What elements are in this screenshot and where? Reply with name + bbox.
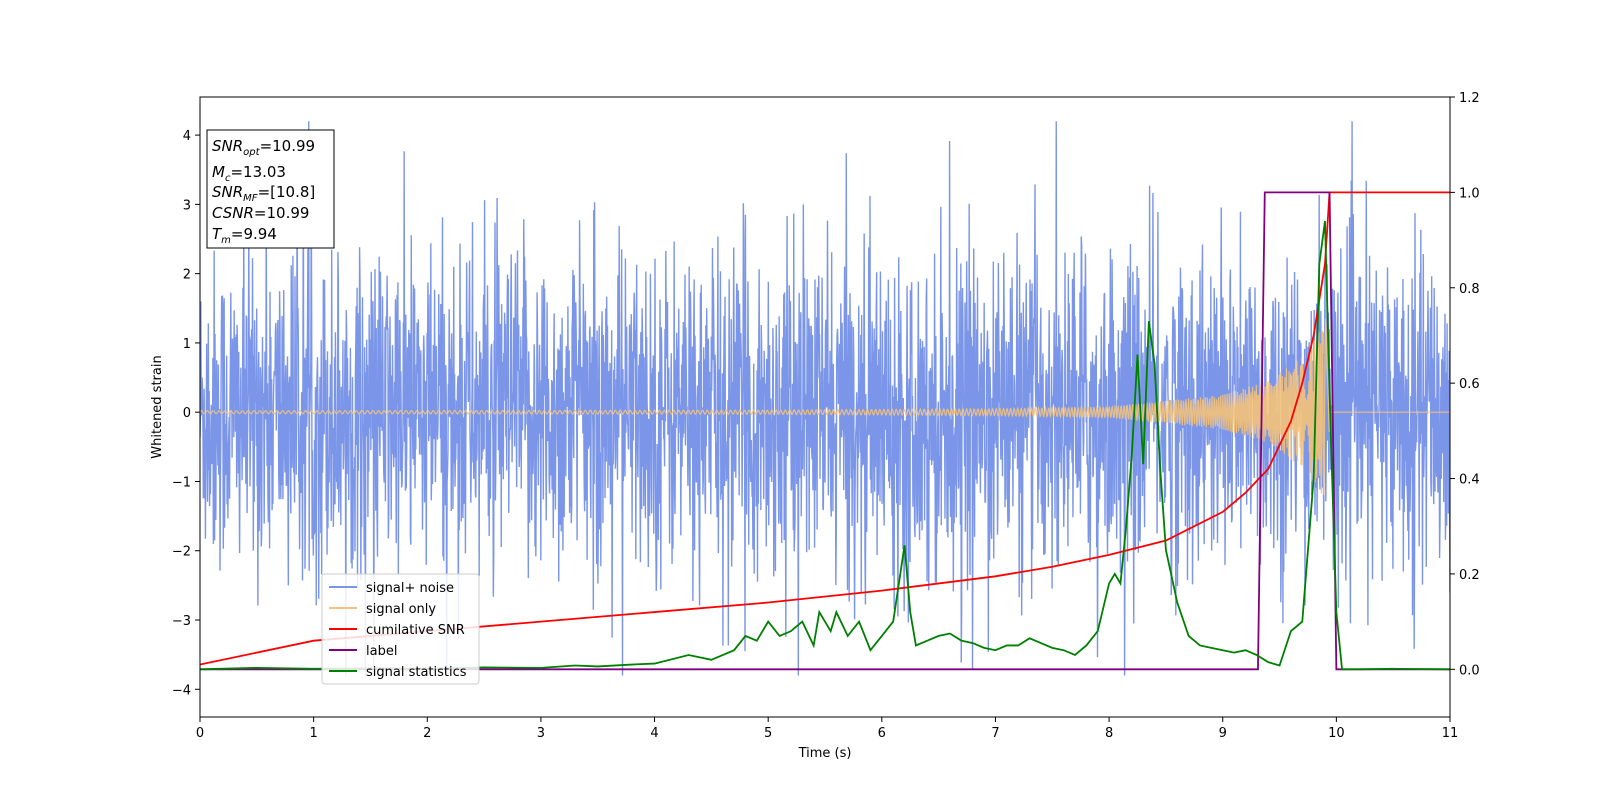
series-signal-noise xyxy=(200,121,1450,676)
y-tick-label: 1 xyxy=(183,337,191,352)
x-tick-label: 8 xyxy=(1105,726,1113,741)
info-line: CSNR=10.99 xyxy=(212,204,309,222)
series-layer xyxy=(200,121,1450,676)
x-tick-label: 11 xyxy=(1442,726,1459,741)
x-tick-label: 5 xyxy=(764,726,772,741)
x-tick-label: 7 xyxy=(991,726,999,741)
info-box-frame xyxy=(206,129,335,249)
legend-entry: cumilative SNR xyxy=(366,623,465,638)
legend-entry: signal statistics xyxy=(366,665,467,680)
y-tick-label: −4 xyxy=(172,683,191,698)
x-axis-label: Time (s) xyxy=(798,746,852,761)
y2-tick-label: 0.0 xyxy=(1459,663,1480,678)
y-tick-label: −2 xyxy=(172,545,191,560)
x-tick-label: 6 xyxy=(878,726,886,741)
series-signal-only xyxy=(200,318,1450,496)
x-tick-label: 1 xyxy=(309,726,317,741)
y-tick-label: 2 xyxy=(183,268,191,283)
y2-tick-label: 1.0 xyxy=(1459,186,1480,201)
x-axis: 0 1 2 3 4 5 6 7 8 9 10 11 xyxy=(196,717,1458,741)
x-tick-label: 3 xyxy=(537,726,545,741)
legend-entry: label xyxy=(366,644,397,659)
x-tick-label: 10 xyxy=(1328,726,1345,741)
info-line: Mc=13.03 xyxy=(212,163,286,184)
y2-tick-label: 0.4 xyxy=(1459,473,1480,488)
y-tick-label: 4 xyxy=(183,129,191,144)
legend-entry: signal+ noise xyxy=(366,581,454,596)
y-axis-label: Whitened strain xyxy=(150,355,165,458)
y2-tick-label: 0.8 xyxy=(1459,282,1480,297)
series-signal-statistics xyxy=(200,220,1450,671)
x-tick-label: 9 xyxy=(1219,726,1227,741)
legend: signal+ noise signal only cumilative SNR la… xyxy=(321,573,480,685)
y2-tick-label: 0.2 xyxy=(1459,568,1480,583)
y-axis-right: 0.0 0.2 0.4 0.6 0.8 1.0 1.2 xyxy=(1450,91,1480,678)
y-tick-label: 0 xyxy=(183,406,191,421)
x-tick-label: 0 xyxy=(196,726,204,741)
y-axis-left: −4 −3 −2 −1 0 1 2 3 4 xyxy=(172,129,200,698)
y2-tick-label: 0.6 xyxy=(1459,377,1480,392)
y2-tick-label: 1.2 xyxy=(1459,91,1480,106)
info-line: SNRopt=10.99 xyxy=(212,137,315,158)
x-tick-label: 2 xyxy=(423,726,431,741)
legend-frame xyxy=(321,573,480,685)
info-line: SNRMF=[10.8] xyxy=(212,183,315,204)
legend-entry: signal only xyxy=(366,602,436,617)
y-tick-label: 3 xyxy=(183,198,191,213)
info-line: Tm=9.94 xyxy=(212,225,277,246)
plot-frame xyxy=(199,96,1451,718)
x-tick-label: 4 xyxy=(650,726,658,741)
y-tick-label: −1 xyxy=(172,475,191,490)
info-box: SNRopt=10.99 Mc=13.03SNRMF=[10.8]CSNR=10.… xyxy=(206,129,335,249)
y-tick-label: −3 xyxy=(172,614,191,629)
